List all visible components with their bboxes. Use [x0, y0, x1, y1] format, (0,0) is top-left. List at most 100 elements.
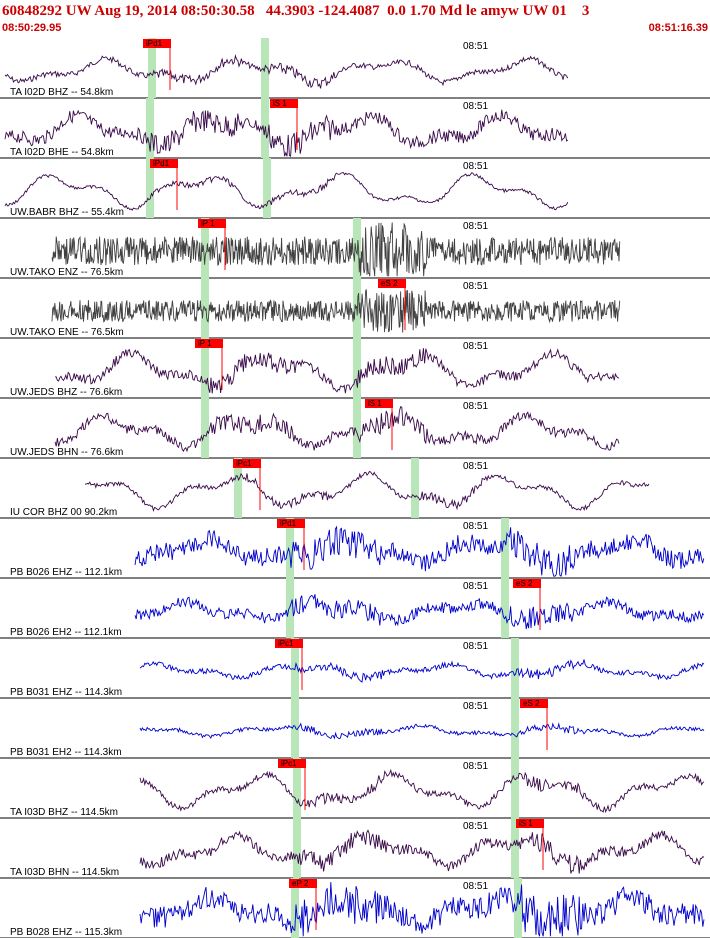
waveform-trace [139, 829, 705, 874]
pick-marker[interactable] [513, 579, 541, 588]
station-label: TA I02D BHZ -- 54.8km [10, 87, 113, 98]
pick-label: iPc1 [236, 459, 252, 468]
time-tick-label: 08:51 [463, 521, 488, 532]
seismogram-panels[interactable]: iPd1 08:51 TA I02D BHZ -- 54.8km iS 1 08:51 T… [0, 38, 710, 938]
waveform-trace [139, 722, 705, 740]
s-arrival-bar [511, 698, 519, 758]
station-label: PB B026 EH2 -- 112.1km [10, 627, 122, 638]
station-label: UW.JEDS BHN -- 76.6km [10, 447, 123, 458]
p-arrival-bar [286, 578, 294, 638]
trace-panel[interactable]: iPc1 08:51 PB B031 EHZ -- 114.3km [0, 638, 710, 699]
station-label: PB B031 EH2 -- 114.3km [10, 747, 122, 758]
pick-marker[interactable] [289, 879, 317, 888]
time-tick-label: 08:51 [463, 161, 488, 172]
station-label: UW.TAKO ENZ -- 76.5km [10, 267, 123, 278]
trace-panel[interactable]: eS 2 08:51 PB B026 EH2 -- 112.1km [0, 578, 710, 639]
waveform-trace [139, 768, 705, 814]
time-tick-label: 08:51 [463, 221, 488, 232]
pick-label: eS 2 [523, 699, 540, 708]
pick-label: iS 1 [273, 99, 287, 108]
pick-marker[interactable] [277, 519, 305, 528]
p-arrival-bar [146, 98, 154, 158]
trace-panel[interactable]: iS 1 08:51 TA I02D BHE -- 54.8km [0, 98, 710, 159]
trace-panel[interactable]: eS 2 08:51 PB B031 EH2 -- 114.3km [0, 698, 710, 759]
s-arrival-bar [511, 638, 519, 698]
trace-panel[interactable]: iPc1 08:51 TA I03D BHZ -- 114.5km [0, 758, 710, 819]
trace-panel[interactable]: iS 1 08:51 TA I03D BHN -- 114.5km [0, 818, 710, 879]
pick-marker[interactable] [275, 639, 303, 648]
time-tick-label: 08:51 [463, 101, 488, 112]
s-arrival-bar [501, 518, 509, 578]
p-arrival-bar [146, 158, 154, 218]
station-label: TA I03D BHZ -- 114.5km [10, 807, 118, 818]
time-tick-label: 08:51 [463, 701, 488, 712]
pick-marker[interactable] [278, 759, 306, 768]
station-label: UW.JEDS BHZ -- 76.6km [10, 387, 122, 398]
trace-panel[interactable]: iP 1 08:51 UW.JEDS BHZ -- 76.6km [0, 338, 710, 399]
trace-panel[interactable]: iPc1 08:51 IU COR BHZ 00 90.2km [0, 458, 710, 519]
pick-label: iP 1 [198, 339, 212, 348]
start-time: 08:50:29.95 [2, 22, 62, 34]
waveform-trace [4, 172, 569, 211]
station-label: UW.TAKO ENE -- 76.5km [10, 327, 124, 338]
s-arrival-bar [411, 458, 419, 518]
pick-label: iS 1 [368, 399, 382, 408]
s-arrival-bar [501, 578, 509, 638]
time-tick-label: 08:51 [463, 341, 488, 352]
s-arrival-bar [353, 218, 361, 278]
pick-marker[interactable] [520, 699, 548, 708]
time-tick-label: 08:51 [463, 641, 488, 652]
p-arrival-bar [234, 458, 242, 518]
trace-panel[interactable]: eP 2 08:51 PB B028 EHZ -- 115.3km [0, 878, 710, 938]
s-arrival-bar [353, 338, 361, 398]
pick-label: iPd1 [280, 519, 297, 528]
trace-panel[interactable]: eS 2 08:51 UW.TAKO ENE -- 76.5km [0, 278, 710, 339]
pick-label: eS 2 [381, 279, 398, 288]
pick-label: iPd1 [153, 159, 170, 168]
station-label: PB B028 EHZ -- 115.3km [10, 927, 122, 938]
p-arrival-bar [291, 878, 299, 938]
waveform-trace [134, 525, 705, 578]
time-tick-label: 08:51 [463, 761, 488, 772]
station-label: TA I03D BHN -- 114.5km [10, 867, 119, 878]
end-time: 08:51:16.39 [648, 22, 708, 34]
time-tick-label: 08:51 [463, 401, 488, 412]
station-label: TA I02D BHE -- 54.8km [10, 147, 114, 158]
p-arrival-bar [201, 398, 209, 458]
station-label: UW.BABR BHZ -- 55.4km [10, 207, 124, 218]
pick-marker[interactable] [365, 399, 393, 408]
pick-marker[interactable] [150, 159, 178, 168]
station-label: IU COR BHZ 00 90.2km [10, 507, 117, 518]
waveform-trace [4, 109, 569, 157]
s-arrival-bar [263, 158, 271, 218]
waveform-trace [54, 348, 620, 394]
pick-marker[interactable] [233, 459, 261, 468]
trace-panel[interactable]: iP 1 08:51 UW.TAKO ENZ -- 76.5km [0, 218, 710, 279]
time-tick-label: 08:51 [463, 581, 488, 592]
s-arrival-bar [514, 878, 522, 938]
pick-label: iP 1 [201, 219, 215, 228]
waveform-trace [134, 594, 705, 630]
time-tick-label: 08:51 [463, 821, 488, 832]
waveform-trace [139, 659, 705, 683]
p-arrival-bar [293, 818, 301, 878]
pick-label: eP 2 [292, 879, 309, 888]
pick-label: iPc1 [281, 759, 297, 768]
pick-marker[interactable] [378, 279, 406, 288]
trace-panel[interactable]: iPd1 08:51 UW.BABR BHZ -- 55.4km [0, 158, 710, 219]
station-label: PB B026 EHZ -- 112.1km [10, 567, 122, 578]
pick-marker[interactable] [516, 819, 544, 828]
trace-panel[interactable]: iPd1 08:51 TA I02D BHZ -- 54.8km [0, 38, 710, 99]
pick-marker[interactable] [195, 339, 223, 348]
trace-panel[interactable]: iPd1 08:51 PB B026 EHZ -- 112.1km [0, 518, 710, 579]
waveform-trace [54, 406, 620, 453]
p-arrival-bar [201, 218, 209, 278]
waveform-trace [4, 54, 569, 89]
pick-marker[interactable] [198, 219, 226, 228]
pick-marker[interactable] [143, 39, 171, 48]
s-arrival-bar [511, 758, 519, 818]
p-arrival-bar [293, 758, 301, 818]
trace-panel[interactable]: iS 1 08:51 UW.JEDS BHN -- 76.6km [0, 398, 710, 459]
pick-marker[interactable] [270, 99, 298, 108]
waveform-trace [84, 470, 650, 513]
